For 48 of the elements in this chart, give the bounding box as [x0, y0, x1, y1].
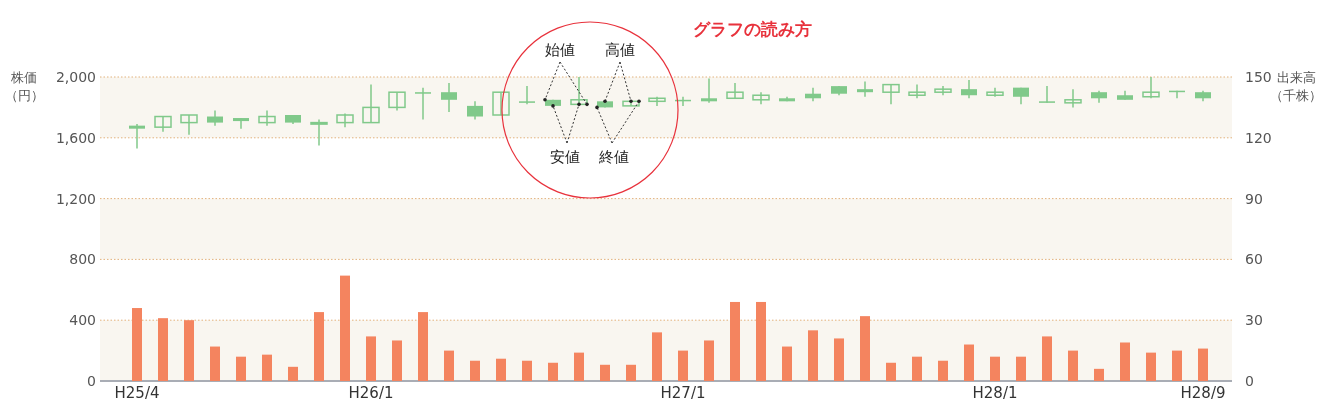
y2-tick-label: 120	[1245, 129, 1272, 146]
candlestick	[362, 83, 380, 124]
candlestick	[1039, 85, 1055, 104]
annotation: 安値	[550, 148, 580, 166]
annotation: 始値	[545, 41, 575, 59]
x-tick-label: H27/1	[660, 384, 706, 402]
y-tick-label: 1,200	[55, 190, 96, 207]
candlestick	[180, 114, 198, 136]
y2-tick-label: 30	[1245, 312, 1263, 329]
candlestick	[570, 76, 588, 106]
candlestick	[154, 115, 172, 133]
y-tick-label: 1,600	[55, 129, 96, 146]
candlestick	[1064, 88, 1082, 109]
annotation: 高値	[605, 41, 635, 59]
x-tick-label: H25/4	[114, 384, 160, 402]
annotation: 終値	[598, 148, 629, 166]
candlestick	[1142, 76, 1160, 100]
x-tick-label: H28/1	[972, 384, 1018, 402]
candlestick	[129, 123, 145, 150]
candlestick	[388, 91, 406, 112]
candlestick	[519, 85, 535, 106]
x-tick-label: H26/1	[348, 384, 394, 402]
candlestick	[701, 77, 717, 104]
y-tick-label: 0	[87, 373, 96, 389]
y-tick-label: 800	[69, 251, 96, 268]
candlestick	[882, 83, 900, 106]
candlestick	[492, 91, 510, 116]
candlestick	[441, 82, 457, 113]
candlestick	[726, 82, 744, 100]
y2-tick-label: 150	[1245, 69, 1272, 85]
candlestick	[233, 117, 249, 130]
candlestick	[258, 109, 276, 127]
y2-tick-label: 90	[1245, 190, 1263, 207]
y-tick-label: 2,000	[55, 69, 96, 85]
y2-axis-title: 出来高（千株）	[1270, 70, 1322, 103]
y2-tick-label: 60	[1245, 251, 1263, 268]
candlestick	[336, 112, 354, 128]
text: グラフの読み方	[692, 19, 812, 39]
candlestick	[310, 118, 328, 147]
y-tick-label: 400	[69, 312, 96, 329]
y-axis-title: 株価（円）	[4, 70, 44, 103]
candlestick	[467, 100, 483, 121]
candlestick	[415, 86, 431, 121]
candlestick	[961, 79, 977, 100]
y2-tick-label: 0	[1245, 373, 1254, 389]
x-tick-label: H28/9	[1180, 384, 1226, 402]
candlestick	[857, 80, 873, 98]
candlestick	[648, 96, 666, 107]
